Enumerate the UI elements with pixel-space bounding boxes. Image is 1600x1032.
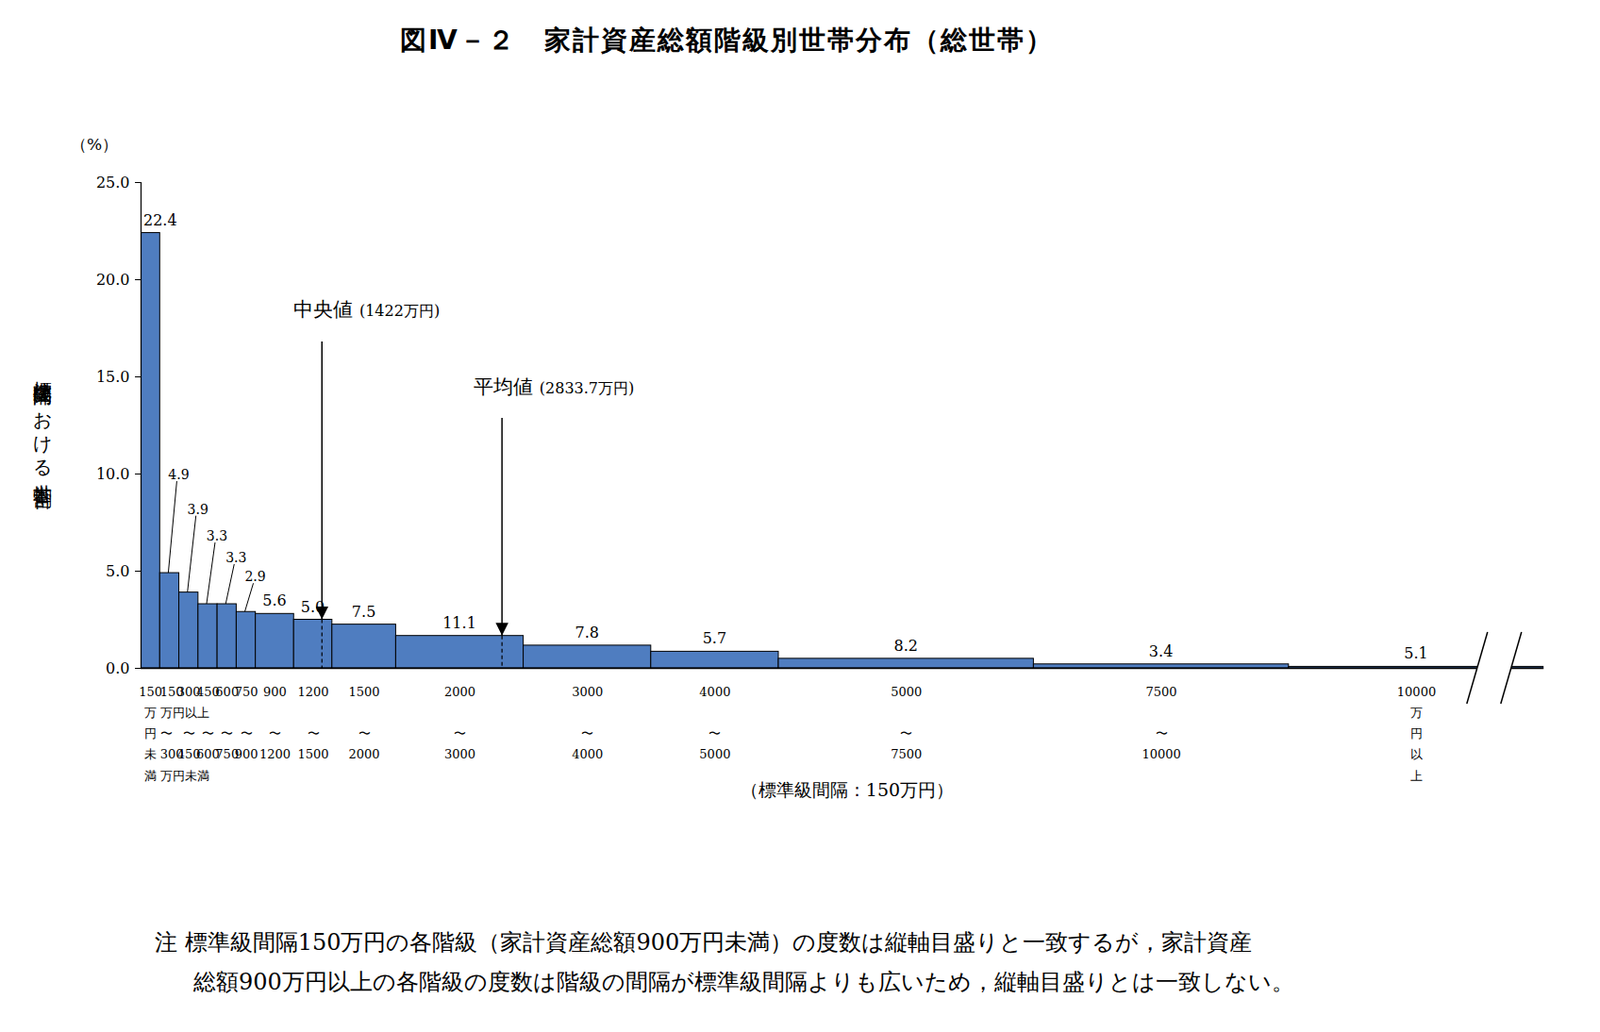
svg-text:7.5: 7.5 (351, 602, 376, 621)
svg-text:5.0: 5.0 (105, 562, 130, 581)
svg-text:5.6: 5.6 (262, 591, 286, 610)
svg-text:（標準級間隔：150万円）: （標準級間隔：150万円） (740, 779, 954, 800)
svg-text:4000〜5000: 4000〜5000 (699, 684, 731, 762)
svg-text:150万円以上〜300万円未満: 150万円以上〜300万円未満 (160, 684, 210, 783)
svg-text:3000〜4000: 3000〜4000 (571, 684, 603, 762)
svg-text:10000万円以上: 10000万円以上 (1397, 684, 1436, 783)
svg-text:5.7: 5.7 (702, 629, 727, 648)
svg-text:750〜900: 750〜900 (234, 684, 259, 762)
svg-text:5000〜7500: 5000〜7500 (890, 684, 922, 762)
svg-text:3.9: 3.9 (187, 501, 209, 517)
svg-text:5.1: 5.1 (1403, 644, 1428, 663)
svg-text:0.0: 0.0 (105, 659, 130, 678)
svg-text:1200〜1500: 1200〜1500 (297, 684, 329, 762)
svg-text:10.0: 10.0 (96, 465, 131, 484)
svg-text:150万円未満: 150万円未満 (138, 684, 163, 783)
svg-text:中央値 (1422万円): 中央値 (1422万円) (293, 298, 440, 321)
svg-text:22.4: 22.4 (143, 211, 178, 230)
svg-text:8.2: 8.2 (893, 636, 917, 655)
svg-text:4.9: 4.9 (167, 466, 189, 483)
svg-text:平均値 (2833.7万円): 平均値 (2833.7万円) (473, 375, 634, 399)
svg-text:3.4: 3.4 (1149, 642, 1173, 661)
svg-text:2.9: 2.9 (244, 568, 266, 584)
svg-text:2000〜3000: 2000〜3000 (444, 684, 476, 762)
svg-text:7500〜10000: 7500〜10000 (1141, 684, 1181, 762)
svg-text:15.0: 15.0 (96, 367, 131, 386)
svg-text:（%）: （%） (70, 134, 118, 154)
svg-text:20.0: 20.0 (96, 270, 131, 289)
svg-text:11.1: 11.1 (442, 614, 477, 633)
svg-text:900〜1200: 900〜1200 (259, 684, 291, 762)
svg-text:5.0: 5.0 (300, 598, 325, 617)
svg-text:標準級間隔における世帯割合: 標準級間隔における世帯割合 (31, 366, 54, 510)
svg-text:3.3: 3.3 (225, 550, 247, 566)
svg-text:25.0: 25.0 (96, 173, 131, 192)
svg-text:7.8: 7.8 (574, 623, 599, 642)
svg-text:3.3: 3.3 (206, 528, 228, 544)
svg-text:1500〜2000: 1500〜2000 (349, 684, 381, 762)
